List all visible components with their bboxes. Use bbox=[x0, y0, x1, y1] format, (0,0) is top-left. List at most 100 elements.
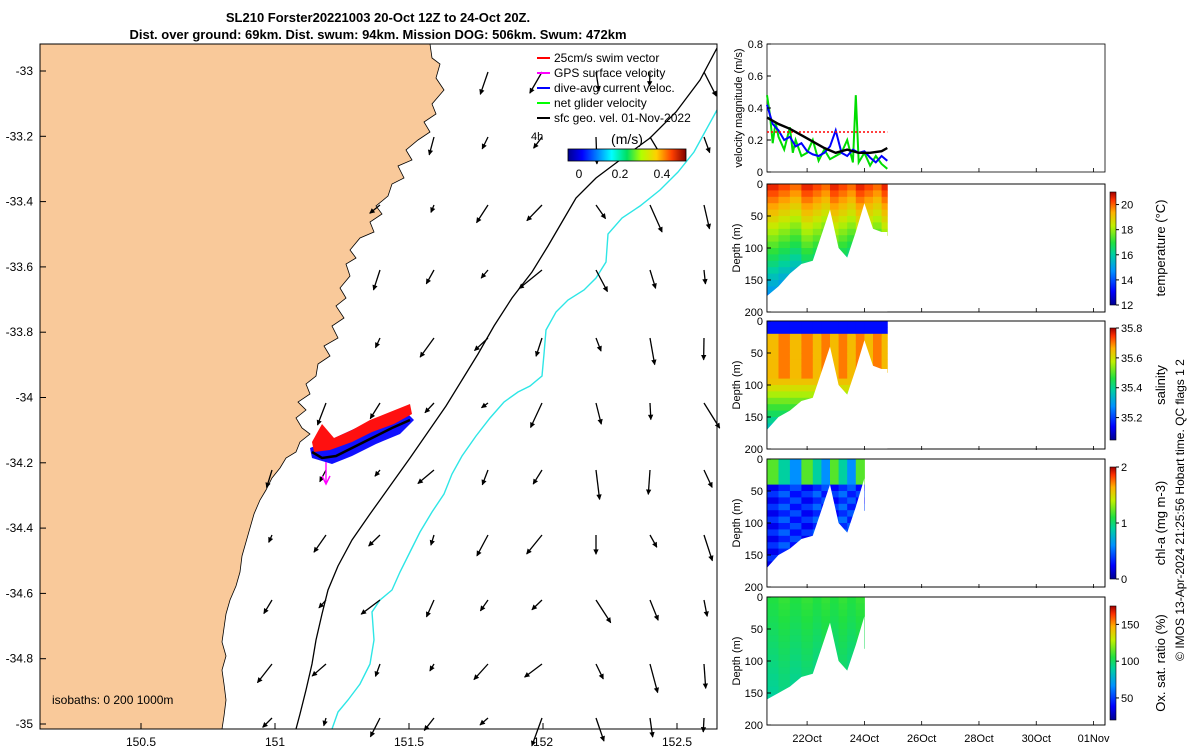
temperature-cbar-tick-label: 16 bbox=[1121, 250, 1133, 262]
time-xtick-label: 30Oct bbox=[1022, 733, 1051, 745]
oxygen-cbar-label: Ox. sat. ratio (%) bbox=[1153, 614, 1168, 712]
colorbar-unit: (m/s) bbox=[611, 131, 643, 147]
time-xtick-label: 22Oct bbox=[792, 733, 821, 745]
velocity-ylabel: velocity magnitude (m/s) bbox=[733, 48, 745, 167]
time-xtick-label: 26Oct bbox=[907, 733, 936, 745]
oxygen-ytick-label: 150 bbox=[745, 688, 763, 700]
chla-ytick-label: 50 bbox=[751, 486, 763, 498]
oxygen-empty-area bbox=[865, 598, 1105, 725]
temperature-cbar-tick-label: 18 bbox=[1121, 225, 1133, 237]
lat-tick-label: -33.6 bbox=[6, 260, 34, 274]
lat-tick-label: -34.6 bbox=[6, 586, 34, 600]
colorbar-tick-2: 0.4 bbox=[654, 167, 671, 181]
lat-tick-label: -34.4 bbox=[6, 521, 34, 535]
oxygen-colorbar bbox=[1110, 606, 1116, 720]
oxygen-ytick-label: 50 bbox=[751, 624, 763, 636]
lat-tick-label: -33.2 bbox=[6, 129, 34, 143]
legend-note: 4h bbox=[531, 131, 543, 143]
figure-title-line1: SL210 Forster20221003 20-Oct 12Z to 24-O… bbox=[226, 10, 530, 25]
oxygen-cbar-tick-label: 150 bbox=[1121, 619, 1139, 631]
temperature-cbar-tick-label: 20 bbox=[1121, 200, 1133, 212]
lon-tick-label: 151 bbox=[265, 735, 285, 749]
chla-ytick-label: 100 bbox=[745, 518, 763, 530]
oxygen-panel: 0 50 100 150 200 Depth (m) 50 100 150 Ox. sat. ra… bbox=[731, 592, 1168, 732]
lon-tick-label: 150.5 bbox=[126, 735, 156, 749]
lat-tick-label: -34.2 bbox=[6, 456, 34, 470]
velocity-ytick-label: 0.4 bbox=[748, 103, 763, 115]
isobaths-label: isobaths: 0 200 1000m bbox=[52, 693, 173, 707]
temperature-cbar-tick-label: 14 bbox=[1121, 275, 1133, 287]
velocity-ytick-label: 0.2 bbox=[748, 135, 763, 147]
lat-tick-label: -33.8 bbox=[6, 325, 34, 339]
temperature-ytick-label: 0 bbox=[757, 179, 763, 191]
temperature-ylabel: Depth (m) bbox=[731, 224, 743, 273]
temperature-ytick-label: 150 bbox=[745, 275, 763, 287]
salinity-cbar-tick-label: 35.8 bbox=[1121, 323, 1142, 335]
temperature-ytick-label: 100 bbox=[745, 243, 763, 255]
lat-tick-label: -35 bbox=[16, 717, 34, 731]
salinity-ytick-label: 150 bbox=[745, 412, 763, 424]
chla-empty-area bbox=[865, 460, 1105, 587]
speed-colorbar bbox=[568, 149, 686, 161]
lon-tick-label: 151.5 bbox=[394, 735, 424, 749]
legend-label: sfc geo. vel. 01-Nov-2022 bbox=[554, 111, 691, 125]
salinity-ytick-label: 100 bbox=[745, 380, 763, 392]
temperature-empty-area bbox=[888, 185, 1105, 312]
legend-label: GPS surface velocity bbox=[554, 66, 665, 80]
oxygen-cbar-tick-label: 50 bbox=[1121, 693, 1133, 705]
legend-label: net glider velocity bbox=[554, 96, 647, 110]
chla-cbar-label: chl-a (mg m-3) bbox=[1153, 481, 1168, 566]
salinity-ytick-label: 0 bbox=[757, 316, 763, 328]
velocity-axes bbox=[767, 44, 1105, 172]
velocity-panel: 0 0.2 0.4 0.6 0.8 velocity magnitude (m/s) bbox=[733, 39, 1105, 179]
lat-tick-label: -34.8 bbox=[6, 652, 34, 666]
salinity-cbar-label: salinity bbox=[1153, 365, 1168, 405]
oxygen-ytick-label: 100 bbox=[745, 656, 763, 668]
oxygen-ytick-label: 0 bbox=[757, 592, 763, 604]
lon-tick-label: 152.5 bbox=[662, 735, 692, 749]
colorbar-tick-1: 0.2 bbox=[612, 167, 629, 181]
lon-tick-label: 152 bbox=[533, 735, 553, 749]
legend-label: dive-avg current veloc. bbox=[554, 81, 675, 95]
salinity-cbar-tick-label: 35.4 bbox=[1121, 383, 1142, 395]
imos-credit: © IMOS 13-Apr-2024 21:25:56 Hobart time.… bbox=[1173, 359, 1187, 661]
salinity-empty-area bbox=[888, 322, 1105, 449]
chla-cbar-tick-label: 1 bbox=[1121, 518, 1127, 530]
temperature-colorbar bbox=[1110, 192, 1116, 305]
time-series-panels: 0 0.2 0.4 0.6 0.8 velocity magnitude (m/s) 0… bbox=[731, 39, 1168, 745]
figure-title-line2: Dist. over ground: 69km. Dist. swum: 94k… bbox=[129, 27, 626, 42]
velocity-ytick-label: 0.6 bbox=[748, 71, 763, 83]
chla-ylabel: Depth (m) bbox=[731, 499, 743, 548]
time-xtick-label: 01Nov bbox=[1078, 733, 1110, 745]
temperature-cbar-tick-label: 12 bbox=[1121, 300, 1133, 312]
time-xtick-label: 24Oct bbox=[850, 733, 879, 745]
velocity-ytick-label: 0.8 bbox=[748, 39, 763, 51]
salinity-cbar-tick-label: 35.6 bbox=[1121, 353, 1142, 365]
colorbar-tick-0: 0 bbox=[576, 167, 583, 181]
temperature-cbar-label: temperature (°C) bbox=[1153, 200, 1168, 297]
oxygen-ytick-label: 200 bbox=[745, 720, 763, 732]
lat-tick-label: -34 bbox=[16, 391, 34, 405]
chla-ytick-label: 0 bbox=[757, 454, 763, 466]
velocity-ytick-label: 0 bbox=[757, 167, 763, 179]
lat-tick-label: -33 bbox=[16, 64, 34, 78]
salinity-cbar-tick-label: 35.2 bbox=[1121, 413, 1142, 425]
salinity-ytick-label: 50 bbox=[751, 348, 763, 360]
oxygen-ylabel: Depth (m) bbox=[731, 637, 743, 686]
temperature-ytick-label: 50 bbox=[751, 211, 763, 223]
chla-cbar-tick-label: 0 bbox=[1121, 574, 1127, 586]
salinity-colorbar bbox=[1110, 328, 1116, 440]
time-xtick-label: 28Oct bbox=[964, 733, 993, 745]
salinity-ylabel: Depth (m) bbox=[731, 361, 743, 410]
oxygen-cbar-tick-label: 100 bbox=[1121, 656, 1139, 668]
lat-tick-label: -33.4 bbox=[6, 195, 34, 209]
chla-colorbar bbox=[1110, 467, 1116, 579]
chla-ytick-label: 150 bbox=[745, 550, 763, 562]
legend-label: 25cm/s swim vector bbox=[554, 51, 659, 65]
